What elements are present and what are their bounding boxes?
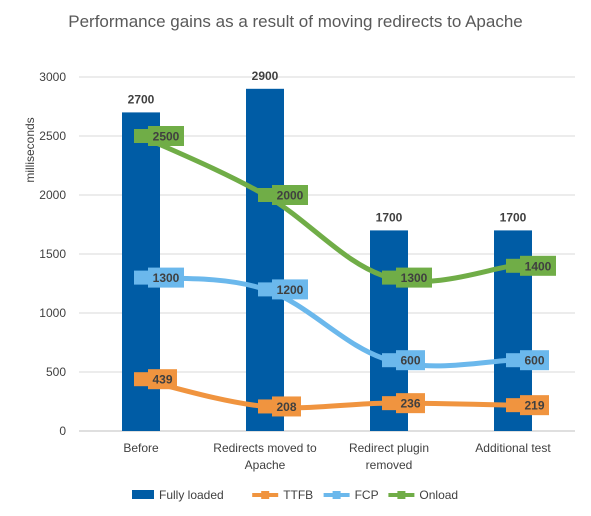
data-point-marker: [134, 372, 148, 387]
legend-label: FCP: [355, 488, 379, 502]
y-tick-label: 2500: [39, 129, 66, 143]
bar-data-label: 2700: [128, 92, 155, 106]
data-point-label: 439: [152, 373, 172, 387]
y-tick-label: 1500: [39, 247, 66, 261]
y-tick-labels: 0 500 1000 1500 2000 2500 3000: [39, 70, 66, 438]
y-tick-label: 0: [59, 424, 66, 438]
data-label-box: [520, 395, 549, 416]
y-tick-label: 3000: [39, 70, 66, 84]
series-line-ttfb: [138, 376, 516, 411]
y-tick-label: 1000: [39, 306, 66, 320]
data-point-marker: [382, 396, 396, 411]
y-axis-title: milliseconds: [23, 117, 37, 182]
data-point-label: 1300: [401, 271, 428, 285]
data-point-marker: [506, 353, 520, 368]
data-label-box: [396, 267, 432, 288]
data-label-box: [520, 350, 549, 371]
bar-data-label: 1700: [500, 210, 527, 224]
data-point-marker: [258, 399, 272, 414]
series-line-onload: [138, 133, 516, 284]
line-series: 439 208 236 219 1300 1200 600 600 2500 2000 1300 14…: [134, 126, 556, 417]
legend-label: TTFB: [283, 488, 313, 502]
legend-swatch-marker: [332, 491, 341, 499]
data-label-box: [148, 369, 177, 390]
bar-data-labels: 2700 2900 1700 1700: [128, 69, 527, 225]
data-point-label: 1300: [153, 271, 180, 285]
chart-title: Performance gains as a result of moving …: [68, 12, 523, 31]
data-point-marker: [258, 282, 272, 297]
legend: Fully loaded TTFB FCP Onload: [132, 488, 458, 502]
data-label-box: [396, 393, 425, 414]
data-point-label: 2000: [277, 189, 304, 203]
data-label-box: [272, 279, 308, 300]
legend-label: Fully loaded: [159, 488, 224, 502]
bar-data-label: 2900: [252, 69, 279, 83]
series-line-fcp: [138, 275, 516, 369]
data-point-marker: [134, 270, 148, 285]
data-point-label: 600: [400, 354, 420, 368]
y-tick-label: 500: [46, 365, 66, 379]
data-label-box: [396, 350, 425, 371]
x-tick-label: Before: [123, 441, 159, 455]
bar-data-label: 1700: [376, 210, 403, 224]
x-tick-label: Additional test: [475, 441, 551, 455]
data-point-marker: [506, 258, 520, 273]
x-tick-label: Redirect plugin: [349, 441, 429, 455]
legend-label: Onload: [419, 488, 458, 502]
data-label-box: [148, 126, 184, 146]
data-point-marker: [258, 188, 272, 202]
data-label-box: [272, 185, 308, 205]
x-tick-label: removed: [366, 458, 413, 472]
data-point-label: 219: [524, 399, 544, 413]
data-point-label: 236: [400, 397, 420, 411]
legend-swatch-bar: [132, 490, 154, 499]
data-point-label: 600: [524, 354, 544, 368]
data-point-label: 1200: [277, 283, 304, 297]
legend-swatch-marker: [397, 491, 406, 499]
data-point-marker: [382, 353, 396, 368]
bar: [246, 88, 284, 432]
legend-swatch-marker: [261, 491, 270, 499]
data-label-box: [272, 396, 301, 417]
data-label-box: [520, 255, 556, 276]
x-tick-label: Redirects moved to: [213, 441, 317, 455]
data-point-label: 208: [276, 400, 296, 414]
data-label-box: [148, 267, 184, 288]
data-point-marker: [134, 129, 148, 143]
data-point-label: 1400: [525, 259, 552, 273]
data-point-marker: [506, 398, 520, 413]
data-point-marker: [382, 270, 396, 285]
y-tick-label: 2000: [39, 188, 66, 202]
data-point-label: 2500: [153, 130, 180, 144]
x-tick-label: Apache: [245, 458, 286, 472]
x-tick-labels: Before Redirects moved to Apache Redirect p…: [123, 441, 551, 472]
